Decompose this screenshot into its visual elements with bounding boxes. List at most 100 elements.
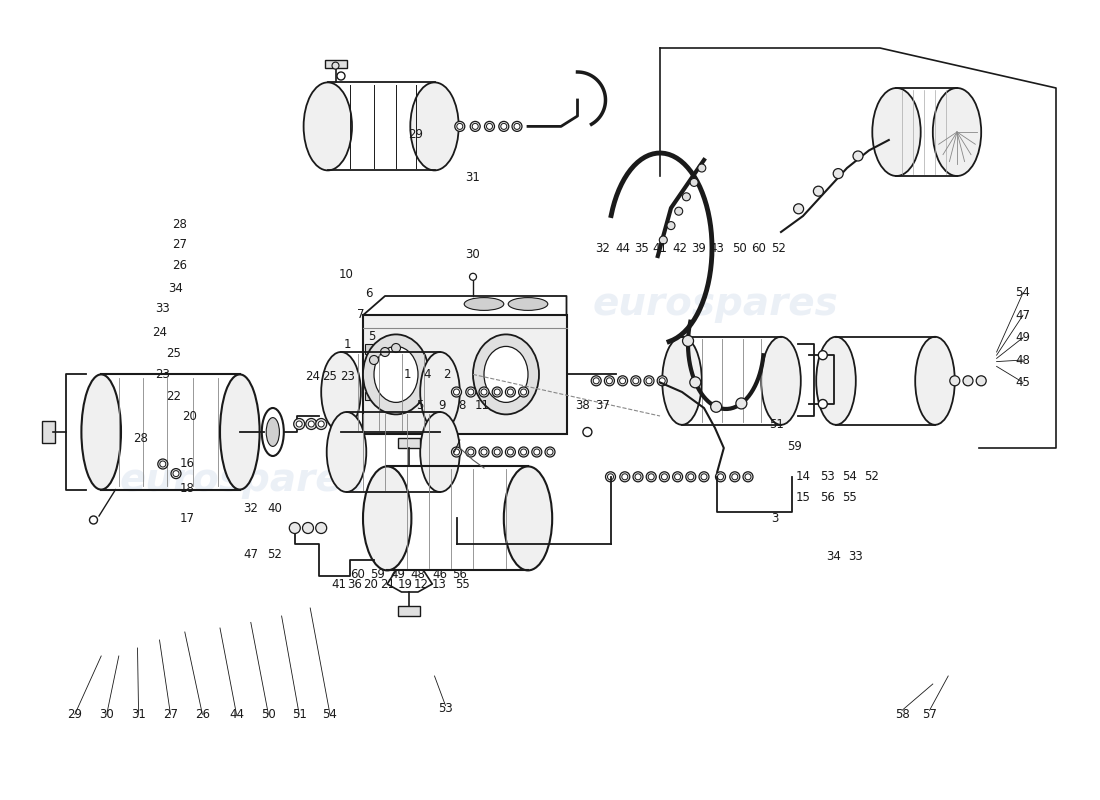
Text: 54: 54 bbox=[1015, 286, 1031, 299]
Circle shape bbox=[659, 236, 668, 244]
Circle shape bbox=[962, 376, 974, 386]
Ellipse shape bbox=[262, 408, 284, 456]
Text: 9: 9 bbox=[439, 399, 446, 412]
Ellipse shape bbox=[363, 334, 429, 414]
Circle shape bbox=[818, 399, 827, 409]
Circle shape bbox=[657, 376, 668, 386]
Bar bbox=[365, 344, 378, 354]
Circle shape bbox=[520, 449, 527, 455]
Ellipse shape bbox=[915, 337, 955, 425]
Text: 38: 38 bbox=[575, 399, 591, 412]
Circle shape bbox=[494, 389, 501, 395]
Circle shape bbox=[833, 169, 844, 178]
Circle shape bbox=[604, 376, 615, 386]
Text: 44: 44 bbox=[615, 242, 630, 254]
Text: 34: 34 bbox=[826, 550, 842, 563]
Circle shape bbox=[619, 378, 626, 384]
Text: 59: 59 bbox=[370, 568, 385, 581]
Ellipse shape bbox=[81, 374, 121, 490]
Circle shape bbox=[632, 472, 644, 482]
Text: 43: 43 bbox=[710, 242, 725, 254]
Circle shape bbox=[451, 447, 462, 457]
Circle shape bbox=[453, 389, 460, 395]
Ellipse shape bbox=[504, 466, 552, 570]
Text: 29: 29 bbox=[67, 708, 82, 721]
Circle shape bbox=[296, 421, 303, 427]
Text: 1: 1 bbox=[344, 338, 351, 350]
Text: 27: 27 bbox=[163, 708, 178, 721]
Circle shape bbox=[170, 469, 182, 478]
Ellipse shape bbox=[464, 298, 504, 310]
Circle shape bbox=[547, 449, 553, 455]
Circle shape bbox=[976, 376, 987, 386]
Text: 28: 28 bbox=[172, 218, 187, 230]
Circle shape bbox=[454, 122, 465, 131]
Text: 34: 34 bbox=[168, 282, 184, 294]
Text: 47: 47 bbox=[243, 548, 258, 561]
Circle shape bbox=[701, 474, 707, 480]
Circle shape bbox=[605, 472, 616, 482]
Circle shape bbox=[498, 122, 509, 131]
Ellipse shape bbox=[484, 346, 528, 402]
Text: 55: 55 bbox=[454, 578, 470, 590]
Text: 53: 53 bbox=[438, 702, 453, 715]
Text: 58: 58 bbox=[894, 708, 910, 721]
Text: 12: 12 bbox=[414, 578, 429, 590]
Circle shape bbox=[453, 449, 460, 455]
Text: 20: 20 bbox=[182, 410, 197, 422]
Text: 22: 22 bbox=[166, 390, 182, 403]
Text: 2: 2 bbox=[443, 368, 450, 381]
Circle shape bbox=[392, 343, 400, 353]
Circle shape bbox=[606, 378, 613, 384]
Circle shape bbox=[661, 474, 668, 480]
Circle shape bbox=[481, 389, 487, 395]
Bar bbox=[365, 392, 376, 400]
Text: 15: 15 bbox=[795, 491, 811, 504]
Text: 41: 41 bbox=[652, 242, 668, 254]
Circle shape bbox=[507, 389, 514, 395]
Ellipse shape bbox=[266, 418, 279, 446]
Circle shape bbox=[591, 376, 602, 386]
Text: 46: 46 bbox=[432, 568, 448, 581]
Circle shape bbox=[302, 522, 313, 534]
Circle shape bbox=[337, 72, 345, 80]
Text: 56: 56 bbox=[820, 491, 835, 504]
Circle shape bbox=[690, 178, 698, 186]
Text: 8: 8 bbox=[459, 399, 465, 412]
Circle shape bbox=[793, 204, 804, 214]
Ellipse shape bbox=[508, 298, 548, 310]
Bar bbox=[398, 606, 420, 616]
Text: 31: 31 bbox=[131, 708, 146, 721]
Text: 13: 13 bbox=[431, 578, 447, 590]
Circle shape bbox=[308, 421, 315, 427]
Text: 33: 33 bbox=[848, 550, 864, 563]
Circle shape bbox=[674, 207, 683, 215]
Ellipse shape bbox=[374, 346, 418, 402]
Circle shape bbox=[507, 449, 514, 455]
Text: 19: 19 bbox=[397, 578, 412, 590]
Text: 56: 56 bbox=[452, 568, 468, 581]
Circle shape bbox=[370, 355, 378, 365]
Circle shape bbox=[518, 387, 529, 397]
Text: 14: 14 bbox=[795, 470, 811, 483]
Text: 26: 26 bbox=[195, 708, 210, 721]
Circle shape bbox=[289, 522, 300, 534]
Text: 52: 52 bbox=[267, 548, 283, 561]
Text: 48: 48 bbox=[1015, 354, 1031, 366]
Ellipse shape bbox=[662, 337, 702, 425]
Circle shape bbox=[630, 376, 641, 386]
Text: 29: 29 bbox=[408, 128, 424, 141]
Circle shape bbox=[89, 516, 98, 524]
Circle shape bbox=[632, 378, 639, 384]
Ellipse shape bbox=[872, 88, 921, 176]
Ellipse shape bbox=[327, 412, 366, 492]
Text: 55: 55 bbox=[842, 491, 857, 504]
Circle shape bbox=[644, 376, 654, 386]
Ellipse shape bbox=[363, 466, 411, 570]
Circle shape bbox=[685, 472, 696, 482]
Circle shape bbox=[478, 447, 490, 457]
Text: 20: 20 bbox=[363, 578, 378, 590]
Text: 21: 21 bbox=[379, 578, 395, 590]
Text: 25: 25 bbox=[322, 370, 338, 382]
Text: 28: 28 bbox=[133, 432, 148, 445]
